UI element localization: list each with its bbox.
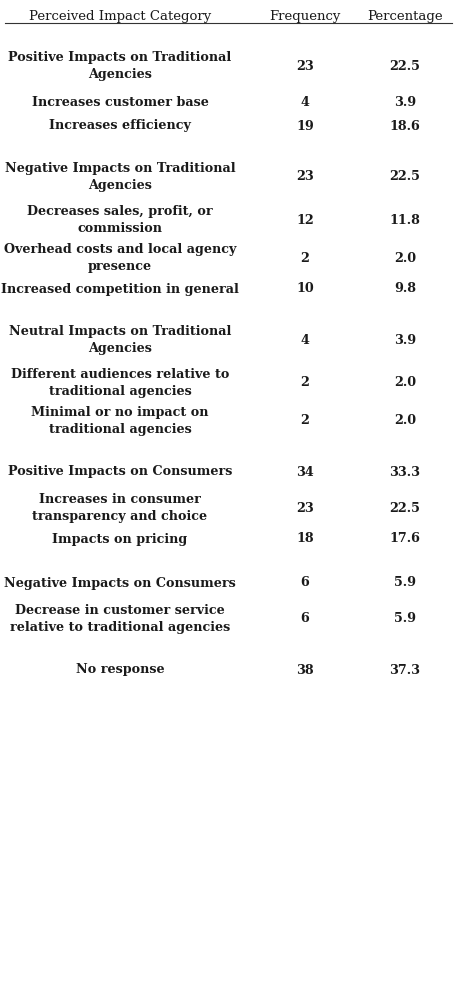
Text: 3.9: 3.9 [394,334,416,347]
Text: 22.5: 22.5 [389,60,420,73]
Text: Decreases sales, profit, or
commission: Decreases sales, profit, or commission [27,205,213,235]
Text: Impacts on pricing: Impacts on pricing [53,533,188,546]
Text: 9.8: 9.8 [394,282,416,295]
Text: 37.3: 37.3 [389,664,420,677]
Text: 10: 10 [296,282,314,295]
Text: Frequency: Frequency [269,10,340,23]
Text: Different audiences relative to
traditional agencies: Different audiences relative to traditio… [11,368,229,398]
Text: Neutral Impacts on Traditional
Agencies: Neutral Impacts on Traditional Agencies [9,325,231,355]
Text: 3.9: 3.9 [394,95,416,108]
Text: 23: 23 [296,171,314,184]
Text: 12: 12 [296,214,314,227]
Text: Negative Impacts on Traditional
Agencies: Negative Impacts on Traditional Agencies [5,162,235,192]
Text: 17.6: 17.6 [389,533,420,546]
Text: 2.0: 2.0 [394,377,416,390]
Text: Minimal or no impact on
traditional agencies: Minimal or no impact on traditional agen… [31,407,209,435]
Text: 34: 34 [296,465,314,478]
Text: 2.0: 2.0 [394,414,416,427]
Text: Increases efficiency: Increases efficiency [49,119,191,132]
Text: 11.8: 11.8 [389,214,420,227]
Text: 18: 18 [296,533,314,546]
Text: Decrease in customer service
relative to traditional agencies: Decrease in customer service relative to… [10,604,230,634]
Text: 2.0: 2.0 [394,251,416,264]
Text: 33.3: 33.3 [389,465,420,478]
Text: 22.5: 22.5 [389,171,420,184]
Text: Percentage: Percentage [367,10,443,23]
Text: Increases customer base: Increases customer base [32,95,208,108]
Text: Positive Impacts on Consumers: Positive Impacts on Consumers [8,465,232,478]
Text: 2: 2 [301,251,309,264]
Text: Increases in consumer
transparency and choice: Increases in consumer transparency and c… [32,493,207,523]
Text: 2: 2 [301,377,309,390]
Text: 19: 19 [296,119,314,132]
Text: Overhead costs and local agency
presence: Overhead costs and local agency presence [4,244,236,272]
Text: Increased competition in general: Increased competition in general [1,282,239,295]
Text: 4: 4 [301,334,309,347]
Text: 22.5: 22.5 [389,502,420,515]
Text: 4: 4 [301,95,309,108]
Text: 18.6: 18.6 [390,119,420,132]
Text: 5.9: 5.9 [394,612,416,625]
Text: 6: 6 [301,612,309,625]
Text: No response: No response [76,664,165,677]
Text: Positive Impacts on Traditional
Agencies: Positive Impacts on Traditional Agencies [8,52,232,81]
Text: 2: 2 [301,414,309,427]
Text: Negative Impacts on Consumers: Negative Impacts on Consumers [4,577,236,589]
Text: 23: 23 [296,502,314,515]
Text: 23: 23 [296,60,314,73]
Text: Perceived Impact Category: Perceived Impact Category [29,10,211,23]
Text: 5.9: 5.9 [394,577,416,589]
Text: 6: 6 [301,577,309,589]
Text: 38: 38 [296,664,314,677]
